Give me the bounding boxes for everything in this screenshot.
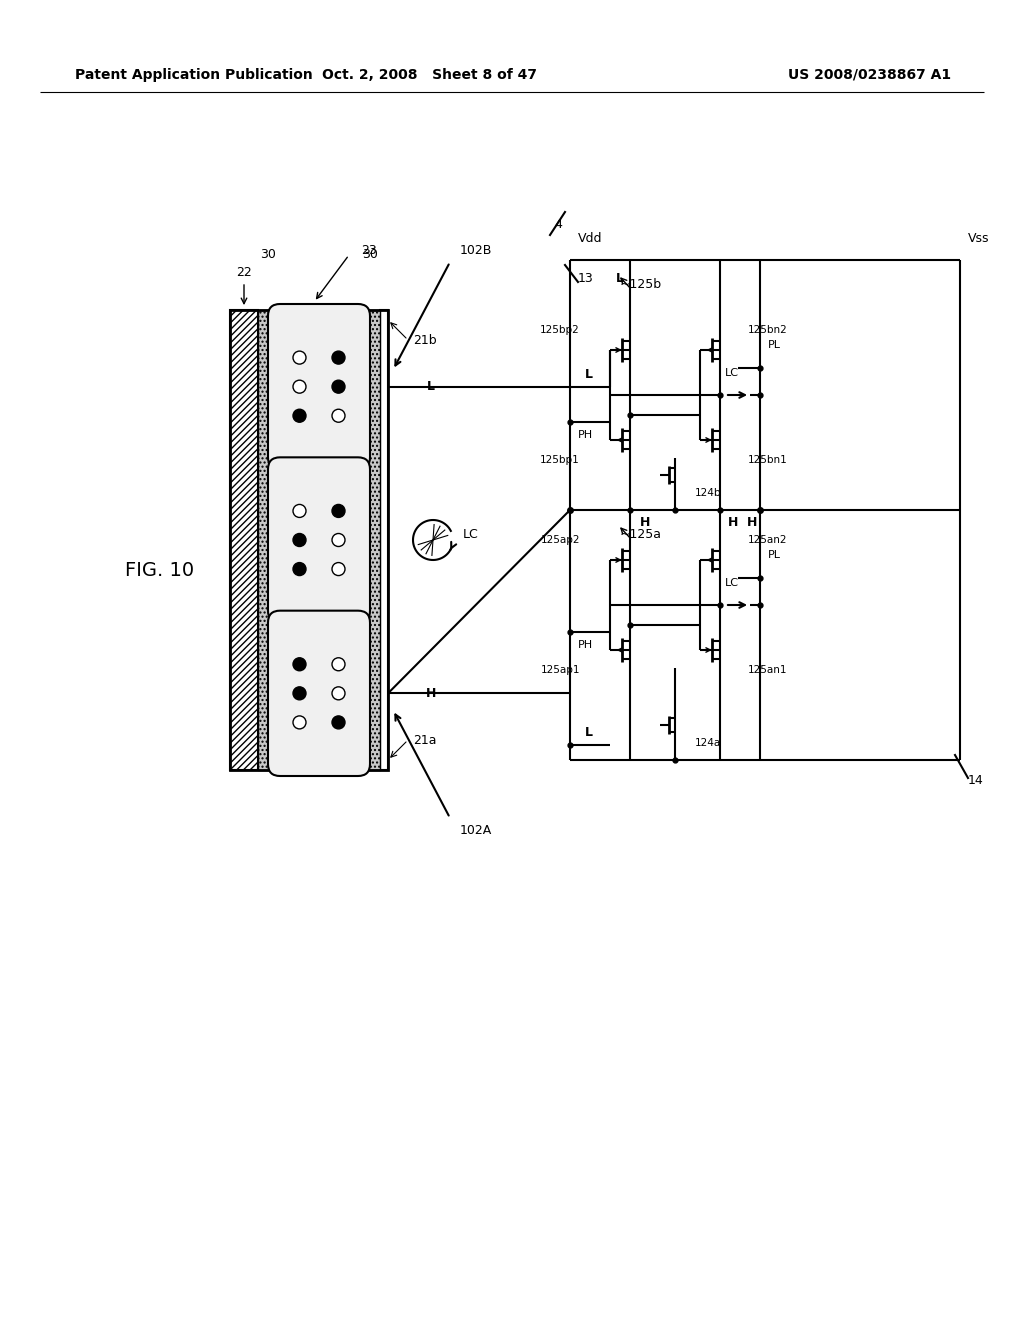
Text: 14: 14	[968, 774, 984, 787]
Circle shape	[293, 562, 306, 576]
Circle shape	[293, 351, 306, 364]
Circle shape	[332, 657, 345, 671]
Text: 21b: 21b	[413, 334, 436, 346]
Text: 21a: 21a	[413, 734, 436, 747]
Text: US 2008/0238867 A1: US 2008/0238867 A1	[788, 69, 951, 82]
FancyBboxPatch shape	[268, 611, 370, 776]
Text: Vdd: Vdd	[578, 231, 602, 244]
Text: 22: 22	[237, 265, 252, 279]
Circle shape	[332, 533, 345, 546]
Bar	[230, 310, 258, 770]
Text: LC: LC	[463, 528, 479, 541]
Text: 125an1: 125an1	[748, 665, 787, 675]
Text: L: L	[616, 272, 624, 285]
Text: 102A: 102A	[460, 824, 493, 837]
Text: Oct. 2, 2008   Sheet 8 of 47: Oct. 2, 2008 Sheet 8 of 47	[323, 69, 538, 82]
FancyBboxPatch shape	[268, 304, 370, 470]
Text: L: L	[585, 368, 593, 381]
Circle shape	[293, 504, 306, 517]
Bar	[360, 310, 380, 770]
FancyBboxPatch shape	[268, 457, 370, 623]
Text: ~125a: ~125a	[620, 528, 662, 541]
Text: 125ap2: 125ap2	[541, 535, 580, 545]
Text: L: L	[427, 380, 435, 393]
Circle shape	[332, 504, 345, 517]
Text: ~125b: ~125b	[620, 279, 663, 292]
Circle shape	[332, 351, 345, 364]
Circle shape	[293, 409, 306, 422]
Circle shape	[332, 380, 345, 393]
Bar	[258, 310, 278, 770]
Bar	[230, 310, 388, 770]
Circle shape	[332, 409, 345, 422]
Text: LC: LC	[725, 368, 739, 378]
Circle shape	[293, 533, 306, 546]
Text: Vss: Vss	[968, 231, 989, 244]
Text: L: L	[585, 726, 593, 738]
Bar	[380, 310, 388, 770]
Text: LC: LC	[725, 578, 739, 587]
Circle shape	[293, 380, 306, 393]
Circle shape	[332, 686, 345, 700]
Text: 125bn2: 125bn2	[748, 325, 787, 335]
Text: PH: PH	[578, 430, 593, 440]
Text: 124b: 124b	[695, 488, 722, 498]
Text: H: H	[728, 516, 738, 528]
Text: H: H	[746, 516, 757, 528]
Circle shape	[332, 562, 345, 576]
Text: PL: PL	[768, 341, 781, 350]
Text: 4: 4	[554, 219, 562, 231]
Text: FIG. 10: FIG. 10	[125, 561, 195, 579]
Text: 30: 30	[362, 248, 378, 261]
Text: 102B: 102B	[460, 243, 493, 256]
Text: H: H	[640, 516, 650, 528]
Text: 125an2: 125an2	[748, 535, 787, 545]
Text: PH: PH	[578, 640, 593, 649]
Circle shape	[293, 686, 306, 700]
Circle shape	[332, 715, 345, 729]
Text: Patent Application Publication: Patent Application Publication	[75, 69, 312, 82]
Circle shape	[293, 657, 306, 671]
Text: 125bp2: 125bp2	[541, 325, 580, 335]
Text: H: H	[426, 686, 436, 700]
Text: 13: 13	[578, 272, 594, 285]
Circle shape	[293, 715, 306, 729]
Text: 125bn1: 125bn1	[748, 455, 787, 465]
Text: 124a: 124a	[695, 738, 721, 748]
Text: 30: 30	[260, 248, 275, 261]
Text: 23: 23	[361, 243, 377, 256]
Text: 125bp1: 125bp1	[541, 455, 580, 465]
Text: 125ap1: 125ap1	[541, 665, 580, 675]
Text: PL: PL	[768, 550, 781, 560]
